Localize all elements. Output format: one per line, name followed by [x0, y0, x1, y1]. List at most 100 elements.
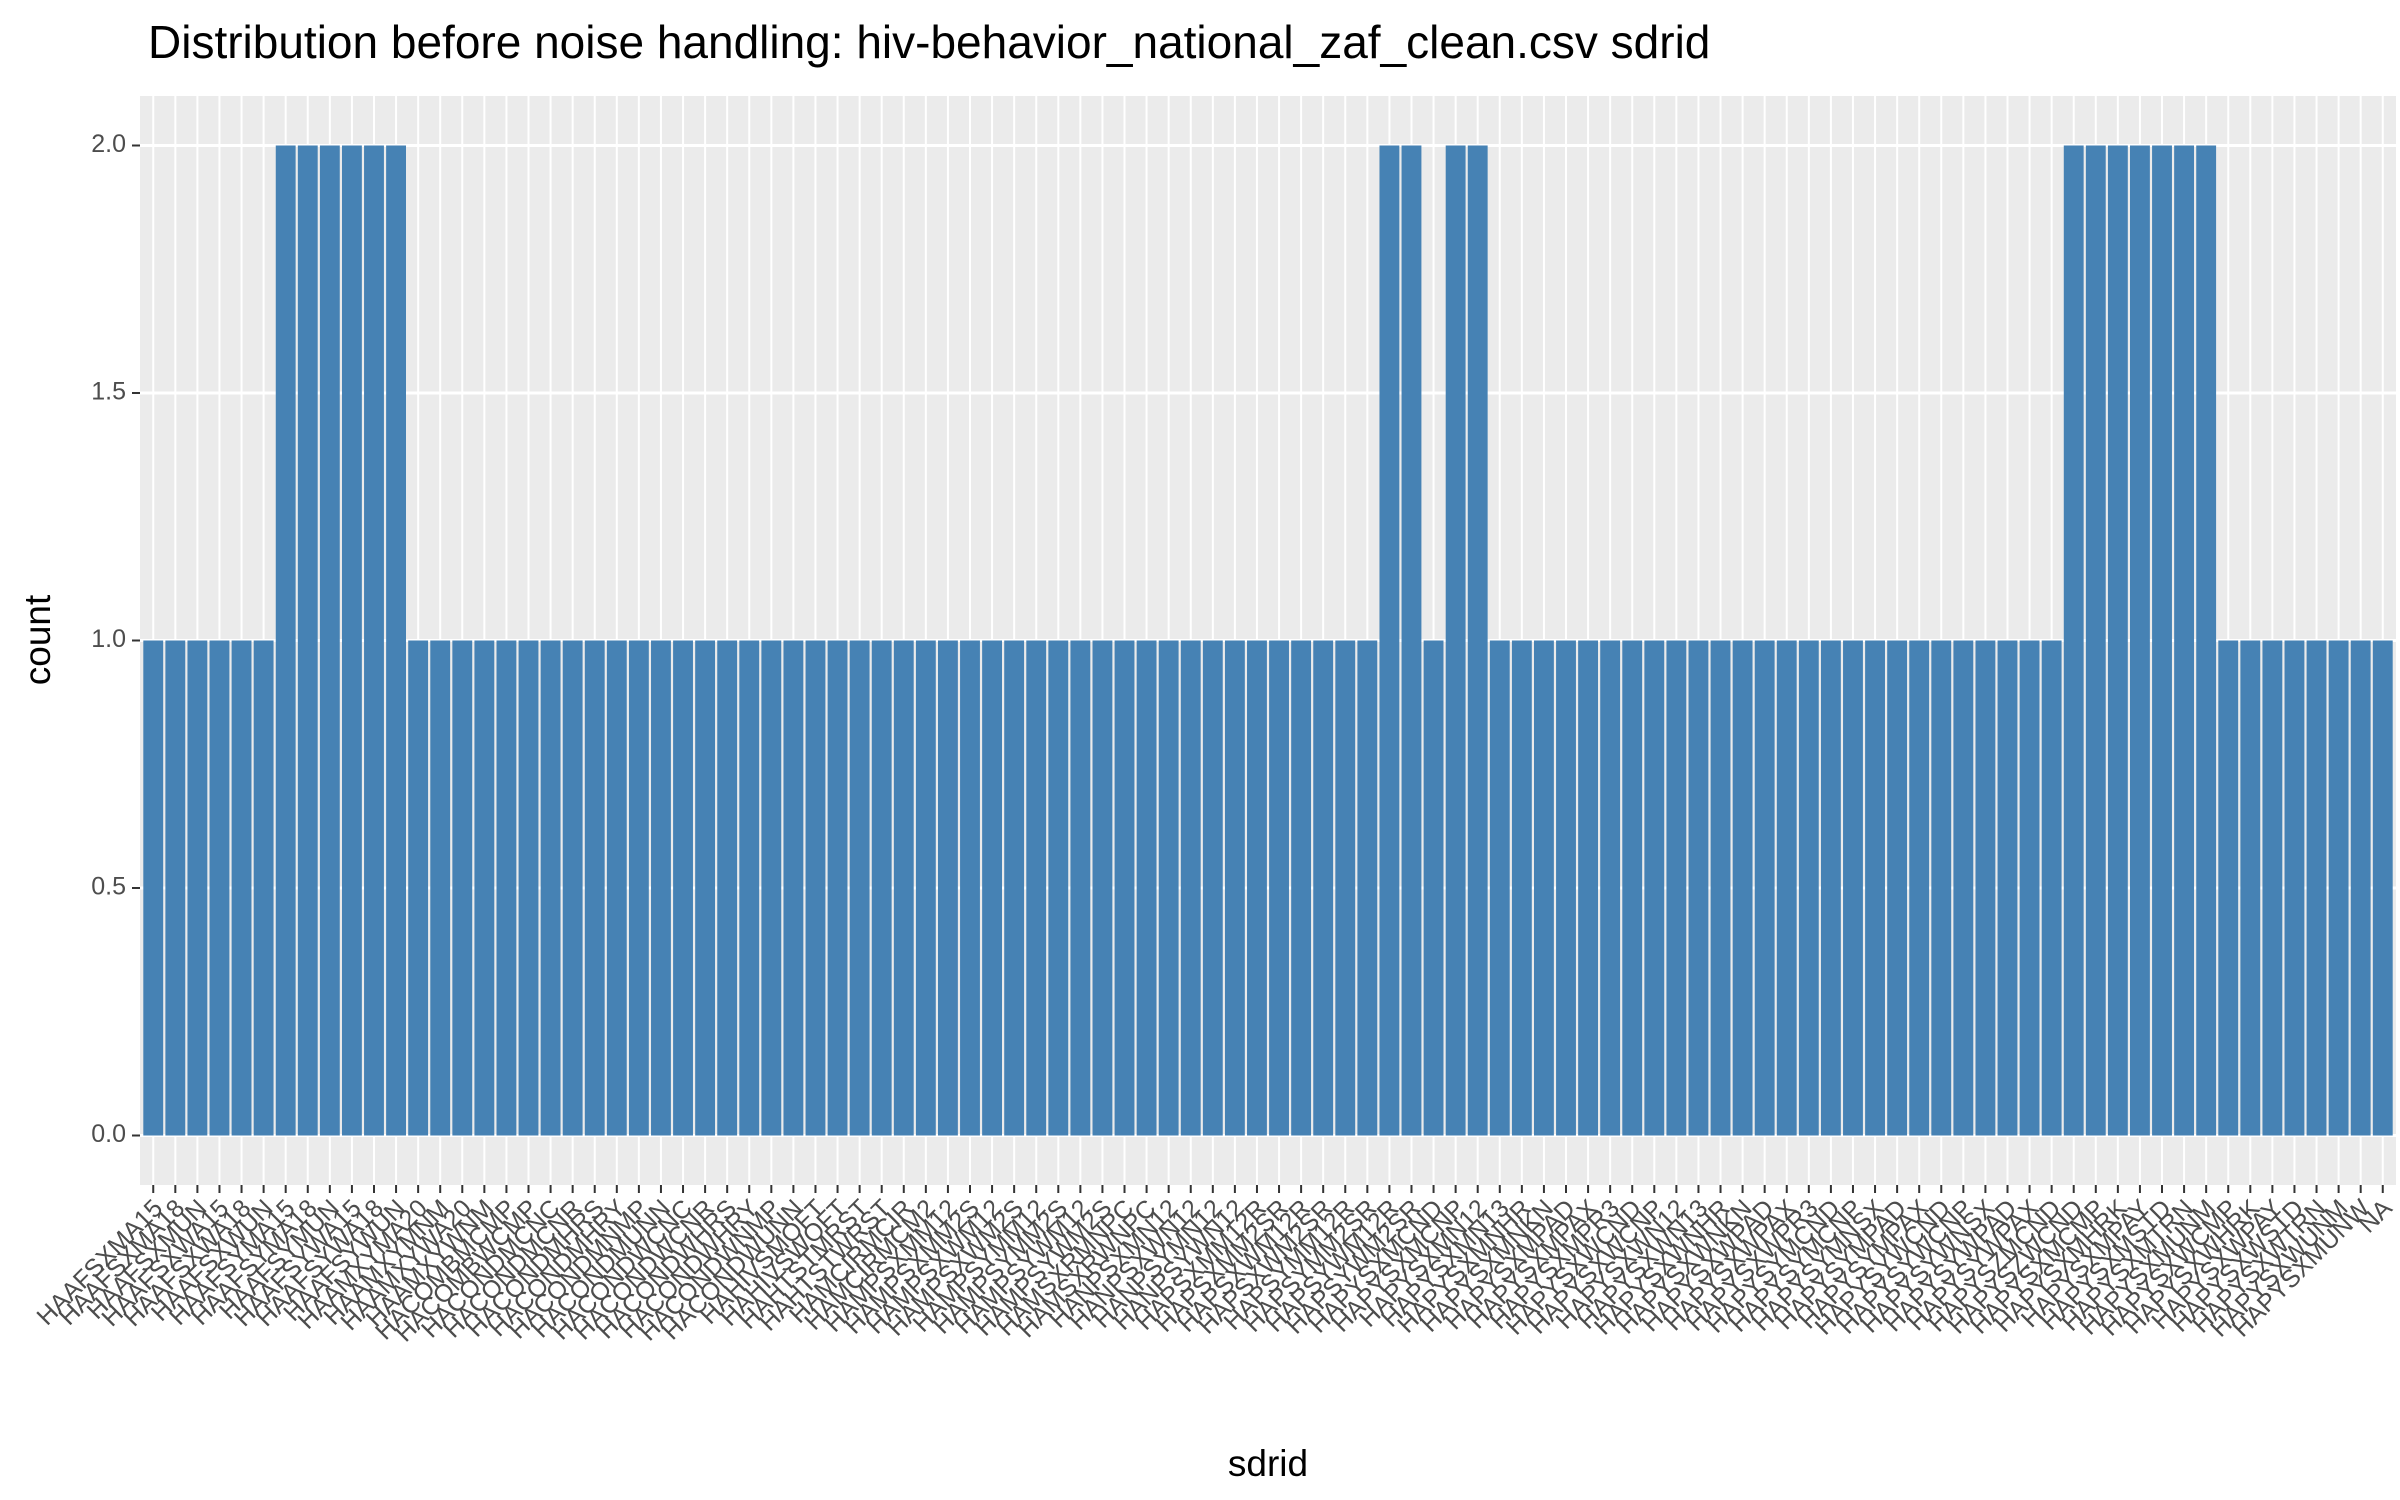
bar	[209, 640, 230, 1136]
bar	[1578, 640, 1599, 1136]
bar	[2240, 640, 2261, 1136]
bar	[1843, 640, 1863, 1136]
bar	[695, 640, 716, 1136]
bar	[1048, 640, 1069, 1136]
bar	[1180, 640, 1201, 1136]
bar	[1798, 640, 1819, 1136]
bar	[937, 640, 958, 1136]
y-tick-label: 0.5	[91, 873, 126, 901]
bar	[1622, 640, 1643, 1136]
bar	[1379, 145, 1400, 1136]
bar	[1887, 640, 1908, 1136]
bar	[2350, 640, 2371, 1136]
bar	[1710, 640, 1731, 1136]
bar	[1158, 640, 1179, 1136]
bar	[827, 640, 848, 1136]
bar	[1776, 640, 1797, 1136]
bar	[1070, 640, 1091, 1136]
bar	[2174, 145, 2195, 1136]
bar	[1114, 640, 1135, 1136]
bar	[1865, 640, 1885, 1136]
bar	[1313, 640, 1334, 1136]
bar	[849, 640, 870, 1136]
bar	[1644, 640, 1665, 1136]
bar	[915, 640, 936, 1136]
y-tick-label: 1.5	[91, 378, 126, 406]
bar	[2085, 145, 2106, 1136]
bar	[606, 640, 627, 1136]
bar	[1401, 145, 1422, 1136]
bar	[319, 145, 340, 1136]
bar	[805, 640, 826, 1136]
bar	[474, 640, 495, 1136]
bar	[1467, 145, 1488, 1136]
bar	[1357, 640, 1378, 1136]
y-tick-label: 1.0	[91, 625, 126, 653]
bar	[739, 640, 760, 1136]
bar	[717, 640, 738, 1136]
bar	[1666, 640, 1687, 1136]
bar	[187, 640, 208, 1136]
y-tick-label: 0.0	[91, 1120, 126, 1148]
bar	[2306, 640, 2327, 1136]
bar	[496, 640, 517, 1136]
bar	[1445, 145, 1466, 1136]
bar	[1732, 640, 1753, 1136]
bar	[2019, 640, 2040, 1136]
bar	[231, 640, 252, 1136]
bar	[1004, 640, 1025, 1136]
bar	[1202, 640, 1223, 1136]
bar	[297, 145, 318, 1136]
bar	[1931, 640, 1952, 1136]
bar	[584, 640, 605, 1136]
bar	[275, 145, 296, 1136]
bar	[783, 640, 804, 1136]
bar	[960, 640, 980, 1136]
bar	[871, 640, 892, 1136]
bar	[1820, 640, 1841, 1136]
bar	[1092, 640, 1113, 1136]
bar	[1511, 640, 1532, 1136]
bar	[518, 640, 539, 1136]
chart-title: Distribution before noise handling: hiv-…	[148, 16, 1710, 68]
bar	[1291, 640, 1312, 1136]
bar	[2041, 640, 2062, 1136]
bar	[1600, 640, 1621, 1136]
bar	[562, 640, 583, 1136]
bar	[2152, 145, 2172, 1136]
bar	[982, 640, 1003, 1136]
bar	[386, 145, 406, 1136]
bar	[2063, 145, 2084, 1136]
bar	[364, 145, 384, 1136]
bar	[143, 640, 164, 1136]
bar	[2328, 640, 2349, 1136]
bar	[2284, 640, 2305, 1136]
bar	[2372, 640, 2393, 1136]
bar	[1556, 640, 1576, 1136]
bar	[1247, 640, 1267, 1136]
bar	[1975, 640, 1996, 1136]
bar	[2218, 640, 2239, 1136]
bar	[1136, 640, 1157, 1136]
bar	[1533, 640, 1554, 1136]
bar	[1953, 640, 1974, 1136]
x-axis-title: sdrid	[1228, 1443, 1308, 1484]
bar	[430, 640, 451, 1136]
bar	[1335, 640, 1356, 1136]
bar	[253, 640, 274, 1136]
y-tick-label: 2.0	[91, 130, 126, 158]
bar	[408, 640, 429, 1136]
bar	[651, 640, 671, 1136]
bar	[540, 640, 561, 1136]
bar	[1026, 640, 1047, 1136]
bar	[2262, 640, 2283, 1136]
y-axis-title: count	[17, 594, 58, 685]
bar	[452, 640, 473, 1136]
bar	[1224, 640, 1245, 1136]
bar	[1269, 640, 1289, 1136]
bar	[1688, 640, 1709, 1136]
bar	[761, 640, 782, 1136]
bar	[165, 640, 186, 1136]
bar	[1423, 640, 1444, 1136]
